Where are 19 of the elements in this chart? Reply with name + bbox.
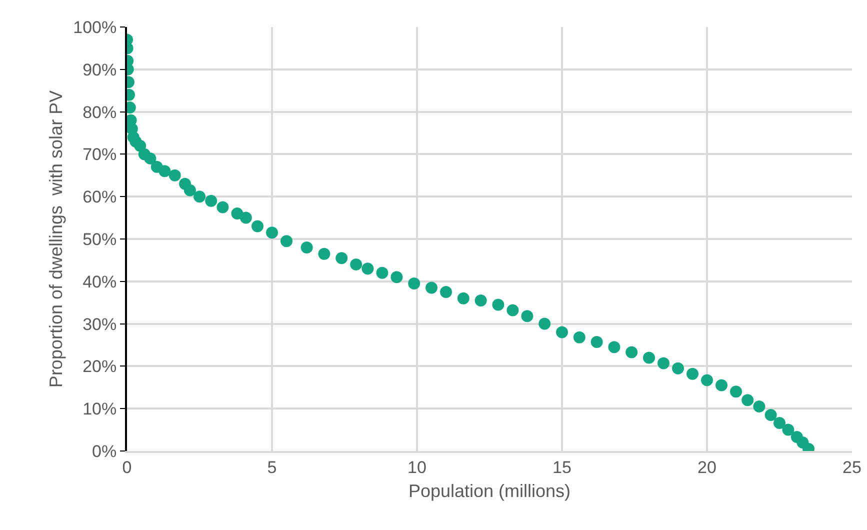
x-tick-label: 0 — [122, 458, 132, 478]
y-tick-label: 0% — [92, 442, 117, 461]
x-tick-label: 15 — [552, 458, 572, 478]
y-tick-label: 90% — [82, 60, 117, 80]
x-axis-title: Population (millions) — [408, 480, 571, 501]
x-tick-label: 5 — [267, 458, 277, 478]
y-tick-label: 60% — [82, 188, 117, 207]
x-tick-label: 20 — [698, 458, 716, 478]
y-tick-label: 100% — [73, 18, 117, 37]
y-tick-label: 30% — [82, 314, 117, 334]
x-tick-label: 25 — [842, 458, 862, 478]
x-tick-label: 10 — [408, 458, 426, 478]
y-tick-label: 20% — [82, 357, 117, 376]
y-tick-label: 40% — [82, 272, 117, 292]
y-tick-label: 50% — [82, 230, 117, 249]
y-tick-label: 10% — [82, 400, 117, 419]
y-tick-label: 70% — [82, 145, 117, 164]
y-tick-label: 80% — [82, 102, 117, 122]
y-axis-title: Proportion of dwellings with solar PV — [46, 90, 66, 388]
